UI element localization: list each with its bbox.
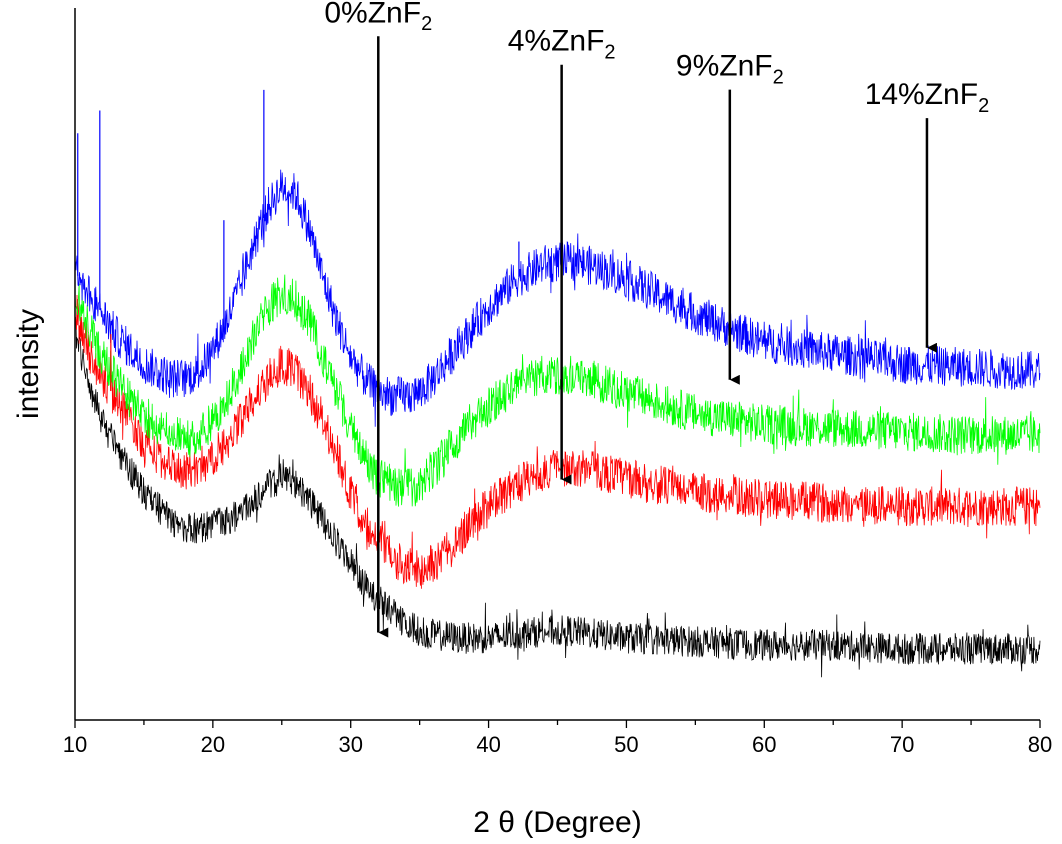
annotation-main-text: 4%ZnF (508, 25, 605, 58)
annotation-label-2: 4%ZnF2 (508, 25, 616, 64)
annotation-subscript: 2 (604, 42, 615, 64)
annotation-main-text: 14%ZnF (865, 78, 978, 111)
series-line-4 (75, 169, 1041, 427)
series-line-2 (74, 294, 1041, 589)
x-tick-label: 10 (63, 732, 87, 757)
x-tick-label: 80 (1028, 732, 1052, 757)
annotation-label-4: 14%ZnF2 (865, 78, 990, 117)
annotation-subscript: 2 (978, 95, 989, 117)
x-tick-label: 50 (614, 732, 638, 757)
plot-frame (74, 8, 1040, 721)
x-axis-ticks: 10 20 30 40 50 60 70 80 (63, 720, 1052, 757)
x-tick-label: 20 (201, 732, 225, 757)
annotation-main-text: 9%ZnF (676, 50, 773, 83)
annotation-subscript: 2 (773, 67, 784, 89)
series-layer (74, 89, 1041, 678)
annotation-main-text: 0%ZnF (324, 0, 421, 29)
x-tick-label: 30 (338, 732, 362, 757)
annotation-subscript: 2 (421, 13, 432, 35)
series-line-1 (74, 316, 1041, 678)
x-tick-label: 70 (890, 732, 914, 757)
series-line-3 (74, 274, 1041, 507)
x-axis-title: 2 θ (Degree) (473, 806, 641, 839)
y-axis-title: intensity (12, 309, 45, 419)
x-tick-label: 60 (752, 732, 776, 757)
annotation-label-1: 0%ZnF2 (324, 0, 432, 35)
annotation-label-3: 9%ZnF2 (676, 50, 784, 89)
x-tick-label: 40 (476, 732, 500, 757)
